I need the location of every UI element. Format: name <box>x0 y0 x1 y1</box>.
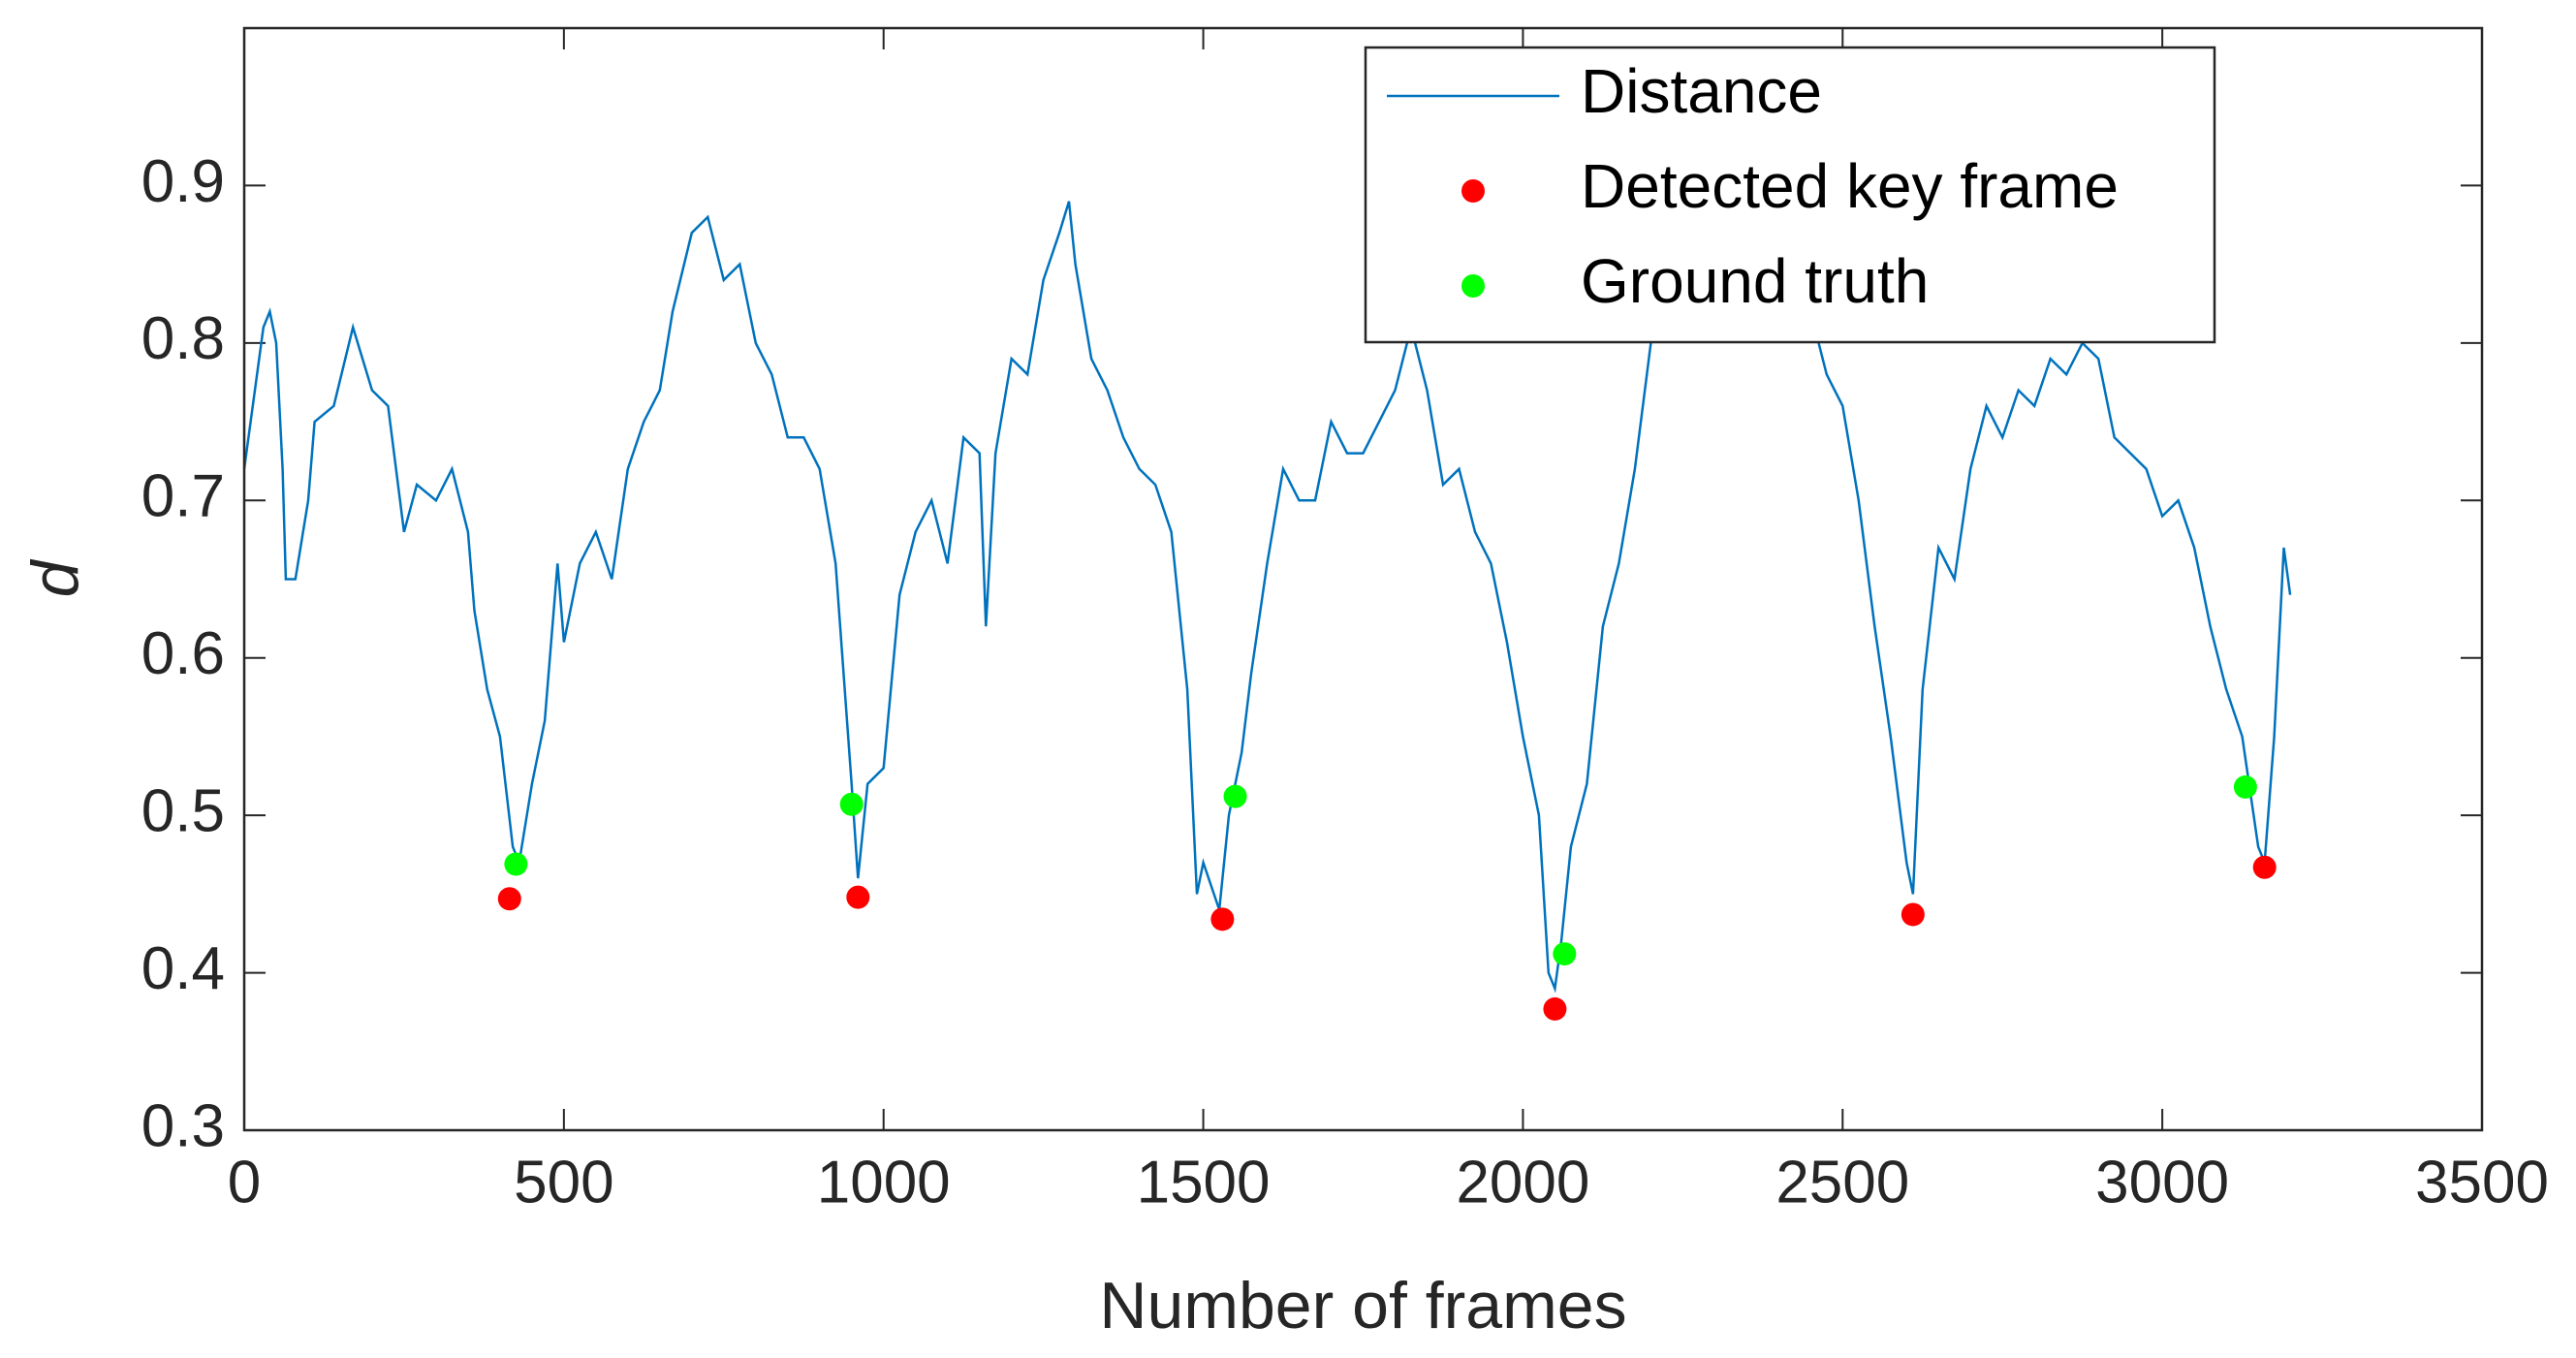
legend-label: Detected key frame <box>1581 151 2119 221</box>
point <box>846 885 870 909</box>
point <box>1210 907 1235 932</box>
point <box>1543 996 1567 1021</box>
y-tick-label: 0.7 <box>141 463 225 530</box>
point <box>839 792 864 816</box>
point <box>497 887 521 911</box>
legend-swatch <box>1461 179 1485 203</box>
legend-label: Ground truth <box>1581 246 1929 316</box>
x-tick-label: 3000 <box>2095 1149 2229 1216</box>
point <box>1223 784 1247 808</box>
x-tick-label: 500 <box>514 1149 613 1216</box>
point <box>2252 855 2277 879</box>
y-tick-label: 0.4 <box>141 935 225 1002</box>
y-tick-label: 0.3 <box>141 1092 225 1159</box>
legend-label: Distance <box>1581 56 1822 126</box>
distance-line <box>242 201 2292 994</box>
x-tick-label: 3500 <box>2415 1149 2549 1216</box>
point <box>504 852 528 876</box>
x-tick-label: 0 <box>228 1149 261 1216</box>
x-tick-label: 2500 <box>1775 1149 1909 1216</box>
x-axis-label: Number of frames <box>1099 1269 1626 1342</box>
legend-swatch <box>1461 274 1485 298</box>
x-tick-label: 2000 <box>1456 1149 1589 1216</box>
plot-frame <box>242 26 2484 1132</box>
y-tick-label: 0.5 <box>141 778 225 845</box>
point <box>1901 902 1925 927</box>
point <box>2233 774 2257 799</box>
y-tick-label: 0.6 <box>141 620 225 687</box>
y-tick-label: 0.9 <box>141 148 225 215</box>
point <box>1553 942 1577 966</box>
x-tick-label: 1500 <box>1137 1149 1271 1216</box>
y-axis-label: d <box>18 558 92 597</box>
y-tick-label: 0.8 <box>141 305 225 372</box>
x-tick-label: 1000 <box>817 1149 951 1216</box>
